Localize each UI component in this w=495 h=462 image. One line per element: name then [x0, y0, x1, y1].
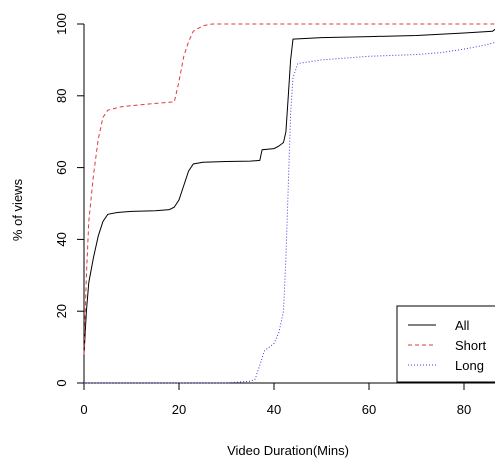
series-line-all [83, 28, 495, 355]
legend-label-all: All [455, 318, 470, 333]
legend-box [396, 305, 495, 383]
series-layer [83, 23, 495, 384]
y-tick-label: 60 [54, 160, 69, 174]
y-tick-label: 20 [54, 304, 69, 318]
y-tick-label: 0 [54, 379, 69, 386]
y-ticks: 0 20 40 60 80 100 [54, 13, 84, 387]
legend-label-short: Short [455, 338, 486, 353]
plot-area: 0 20 40 60 80 100 0 20 40 60 80 [54, 13, 495, 417]
series-line-long [84, 41, 495, 384]
legend: All Short Long [396, 305, 495, 383]
x-tick-label: 20 [172, 402, 186, 417]
x-tick-label: 40 [267, 402, 281, 417]
y-tick-label: 100 [54, 13, 69, 35]
x-axis-label: Video Duration(Mins) [227, 443, 349, 458]
series-line-short [83, 23, 495, 355]
legend-label-long: Long [455, 358, 484, 373]
x-tick-label: 0 [80, 402, 87, 417]
x-ticks: 0 20 40 60 80 [80, 383, 471, 417]
y-tick-label: 40 [54, 232, 69, 246]
x-tick-label: 80 [457, 402, 471, 417]
y-tick-label: 80 [54, 89, 69, 103]
x-tick-label: 60 [362, 402, 376, 417]
y-axis-label: % of views [10, 178, 25, 241]
